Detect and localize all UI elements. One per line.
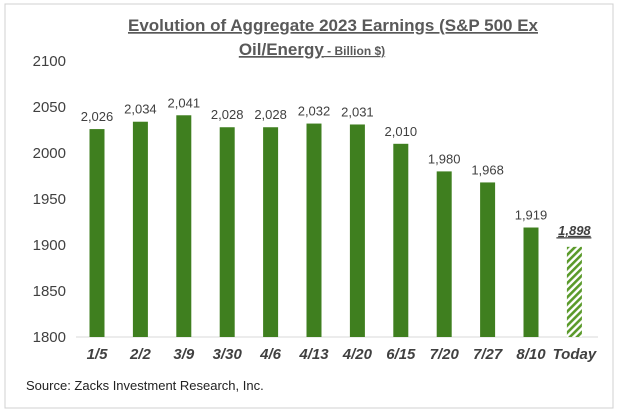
y-tick-label: 2050 — [33, 99, 66, 116]
y-tick-label: 1900 — [33, 237, 66, 254]
y-tick-label: 2000 — [33, 145, 66, 162]
bar-2-2 — [132, 121, 148, 337]
y-tick-label: 1950 — [33, 191, 66, 208]
bar-4-13 — [306, 123, 322, 337]
data-label: 1,980 — [428, 151, 461, 166]
data-label: 2,031 — [341, 104, 374, 119]
bar-today — [566, 246, 582, 337]
bar-4-6 — [263, 127, 279, 338]
data-label: 2,041 — [168, 95, 201, 110]
bar-6-15 — [393, 143, 409, 337]
x-tick-label: 8/10 — [516, 346, 546, 363]
data-label: 2,032 — [298, 104, 331, 119]
data-label: 1,919 — [515, 208, 548, 223]
y-tick-label: 1850 — [33, 283, 66, 300]
x-tick-label: 7/20 — [430, 346, 460, 363]
data-label: 1,968 — [471, 162, 504, 177]
bar-4-20 — [349, 124, 365, 337]
x-tick-label: 3/9 — [173, 346, 195, 363]
data-label: 1,898 — [558, 223, 591, 238]
chart-title-unit: - Billion $) — [324, 44, 385, 58]
x-tick-label: 7/27 — [473, 346, 503, 363]
data-label: 2,028 — [254, 107, 287, 122]
chart-title-line2: Oil/Energy - Billion $) — [239, 40, 385, 59]
x-tick-label: 3/30 — [213, 346, 243, 363]
x-tick-label: 2/2 — [129, 346, 152, 363]
y-tick-label: 2100 — [33, 53, 66, 70]
x-tick-label: Today — [553, 346, 597, 363]
x-tick-label: 4/6 — [259, 346, 282, 363]
data-label: 2,028 — [211, 107, 244, 122]
source-note: Source: Zacks Investment Research, Inc. — [26, 378, 264, 393]
x-tick-label: 4/20 — [342, 346, 373, 363]
chart-title-line2-main: Oil/Energy — [239, 40, 325, 59]
data-label: 2,034 — [124, 102, 157, 117]
chart-title: Evolution of Aggregate 2023 Earnings (S&… — [128, 16, 539, 35]
x-tick-label: 6/15 — [386, 346, 416, 363]
bar-3-30 — [219, 127, 235, 338]
x-tick-label: 4/13 — [298, 346, 329, 363]
bar-1-5 — [89, 129, 105, 337]
bar-8-10 — [523, 227, 539, 337]
bar-7-20 — [436, 171, 452, 337]
data-label: 2,026 — [81, 109, 114, 124]
bar-7-27 — [480, 182, 496, 337]
bar-3-9 — [176, 115, 192, 337]
y-tick-label: 1800 — [33, 329, 66, 346]
x-tick-label: 1/5 — [87, 346, 109, 363]
data-label: 2,010 — [385, 124, 418, 139]
